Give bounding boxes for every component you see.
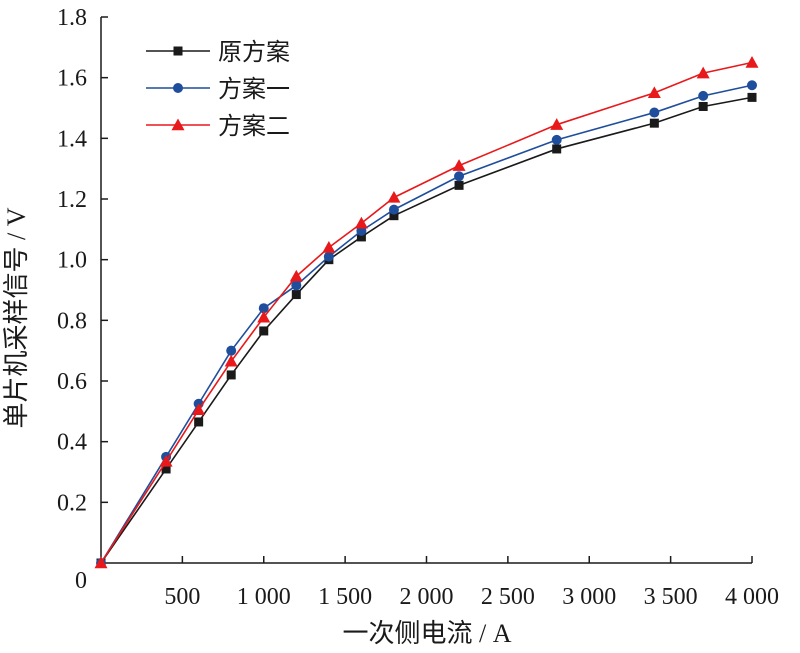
data-point <box>389 211 399 221</box>
data-point <box>94 556 108 569</box>
legend-item: 方案二 <box>146 113 290 140</box>
x-tick-label: 3 000 <box>562 584 616 610</box>
y-tick-label: 1.8 <box>57 5 87 31</box>
data-point <box>698 90 709 101</box>
data-point <box>649 118 659 128</box>
series-2 <box>96 80 757 568</box>
series-line <box>100 96 753 564</box>
data-point <box>159 454 173 467</box>
data-point <box>226 370 236 380</box>
legend-label: 原方案 <box>218 39 290 66</box>
y-tick-label: 1.4 <box>57 126 87 152</box>
data-point <box>356 232 366 242</box>
x-tick-label: 2 000 <box>400 584 454 610</box>
y-tick-label: 1.0 <box>57 248 87 274</box>
data-point <box>649 107 660 118</box>
legend-marker <box>173 46 183 56</box>
y-tick-label: 0.4 <box>57 430 87 456</box>
x-tick-label: 3 500 <box>644 584 698 610</box>
data-point <box>161 464 171 474</box>
data-point <box>698 101 708 111</box>
data-point <box>452 159 466 171</box>
legend-marker <box>171 118 185 131</box>
axes <box>100 17 752 564</box>
x-tick-label: 2 500 <box>481 584 535 610</box>
legend-label: 方案二 <box>218 113 290 140</box>
legend-label: 方案一 <box>218 76 290 103</box>
x-tick-label: 4 000 <box>725 584 779 610</box>
x-axis-title: 一次侧电流 / A <box>342 619 511 648</box>
data-point <box>747 92 757 102</box>
data-point <box>747 80 757 91</box>
y-tick-label: 0.2 <box>57 490 87 516</box>
data-point <box>224 354 238 367</box>
data-point <box>454 180 464 190</box>
data-point <box>550 118 564 130</box>
data-point <box>226 345 237 356</box>
y-tick-label: 0.6 <box>57 369 87 395</box>
data-point <box>291 290 301 300</box>
y-tick-label: 0 <box>75 568 87 594</box>
data-point <box>552 144 562 154</box>
legend-item: 原方案 <box>146 39 290 66</box>
x-tick-label: 1 000 <box>237 584 291 610</box>
y-tick-label: 1.2 <box>57 187 87 213</box>
series-3 <box>94 56 759 569</box>
series-line <box>100 84 753 564</box>
legend-item: 方案一 <box>146 76 290 103</box>
x-axis-ticks: 500 1 000 1 500 2 000 2 500 3 000 3 500 4 000 <box>164 556 779 610</box>
data-point <box>289 269 303 282</box>
data-point <box>291 280 302 291</box>
data-point <box>192 403 206 416</box>
data-point <box>647 86 661 99</box>
data-point <box>551 134 562 145</box>
data-point <box>259 326 269 336</box>
data-point <box>323 251 334 262</box>
y-axis-title: 单片机采样信号 / V <box>2 207 31 428</box>
data-point <box>257 310 271 323</box>
y-axis-ticks: 0 0.2 0.4 0.6 0.8 1.0 1.2 1.4 1.6 1.8 <box>57 5 108 594</box>
legend-marker <box>173 83 183 93</box>
series-line <box>100 61 753 564</box>
data-point <box>454 171 465 182</box>
data-point <box>696 66 710 79</box>
data-point <box>194 417 204 427</box>
y-tick-label: 0.8 <box>57 308 87 334</box>
data-point <box>387 190 401 203</box>
x-tick-label: 1 500 <box>318 584 372 610</box>
data-point <box>354 216 368 229</box>
data-point <box>745 56 759 68</box>
series-1 <box>96 92 757 568</box>
data-point <box>322 241 336 253</box>
x-tick-label: 500 <box>164 584 200 610</box>
data-point <box>258 303 269 314</box>
data-point <box>388 204 399 215</box>
y-tick-label: 1.6 <box>57 66 87 92</box>
series-layer <box>94 56 759 569</box>
